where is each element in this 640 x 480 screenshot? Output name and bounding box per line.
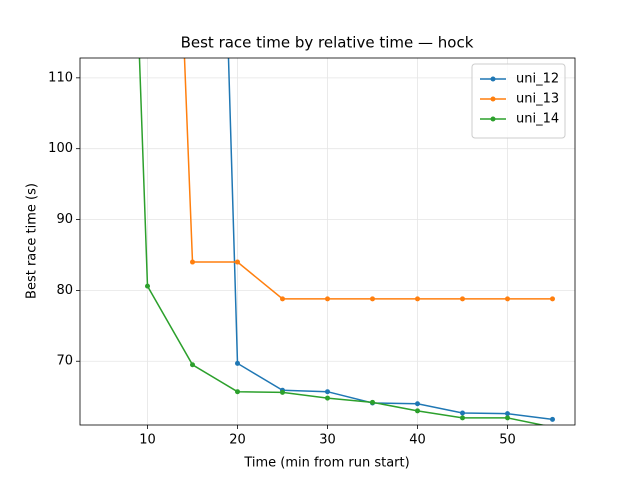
data-point: [235, 360, 240, 366]
data-point: [325, 389, 330, 395]
x-tick-label: 40: [409, 433, 426, 448]
x-tick-label: 20: [229, 433, 246, 448]
data-point: [505, 415, 510, 421]
data-point: [460, 296, 465, 302]
y-tick-label: 90: [56, 212, 73, 227]
y-axis-label: Best race time (s): [25, 183, 40, 299]
data-point: [460, 415, 465, 421]
series-line: [183, 58, 553, 300]
series-line: [227, 58, 553, 421]
data-point: [505, 411, 510, 417]
legend-label: uni_14: [516, 112, 559, 127]
data-point: [370, 296, 375, 302]
data-point: [415, 401, 420, 407]
data-point: [550, 416, 555, 422]
data-point: [370, 399, 375, 405]
legend-marker: [490, 116, 496, 122]
data-point: [415, 296, 420, 302]
plot-area: [138, 58, 555, 425]
legend: uni_12 uni_13 uni_14: [471, 63, 566, 139]
data-point: [235, 389, 240, 395]
data-point: [550, 296, 555, 302]
legend-marker: [490, 76, 496, 82]
data-point: [145, 283, 150, 289]
data-point: [190, 259, 195, 265]
x-tick-label: 50: [499, 433, 516, 448]
data-point: [325, 395, 330, 401]
data-point: [280, 389, 285, 395]
y-tick-label: 80: [56, 283, 73, 298]
legend-marker: [490, 96, 496, 102]
chart-title: Best race time by relative time — hock: [181, 34, 474, 52]
data-point: [235, 259, 240, 265]
legend-label: uni_13: [516, 92, 559, 107]
x-tick-label: 10: [139, 433, 156, 448]
legend-label: uni_12: [516, 72, 559, 87]
data-point: [415, 408, 420, 414]
data-point: [190, 362, 195, 368]
data-point: [325, 296, 330, 302]
data-point: [280, 296, 285, 302]
data-point: [505, 296, 510, 302]
y-tick-label: 70: [56, 354, 73, 369]
x-axis-label: Time (min from run start): [243, 456, 409, 471]
x-tick-label: 30: [319, 433, 336, 448]
data-point: [460, 410, 465, 416]
y-tick-label: 110: [48, 70, 73, 85]
y-tick-label: 100: [48, 141, 73, 156]
